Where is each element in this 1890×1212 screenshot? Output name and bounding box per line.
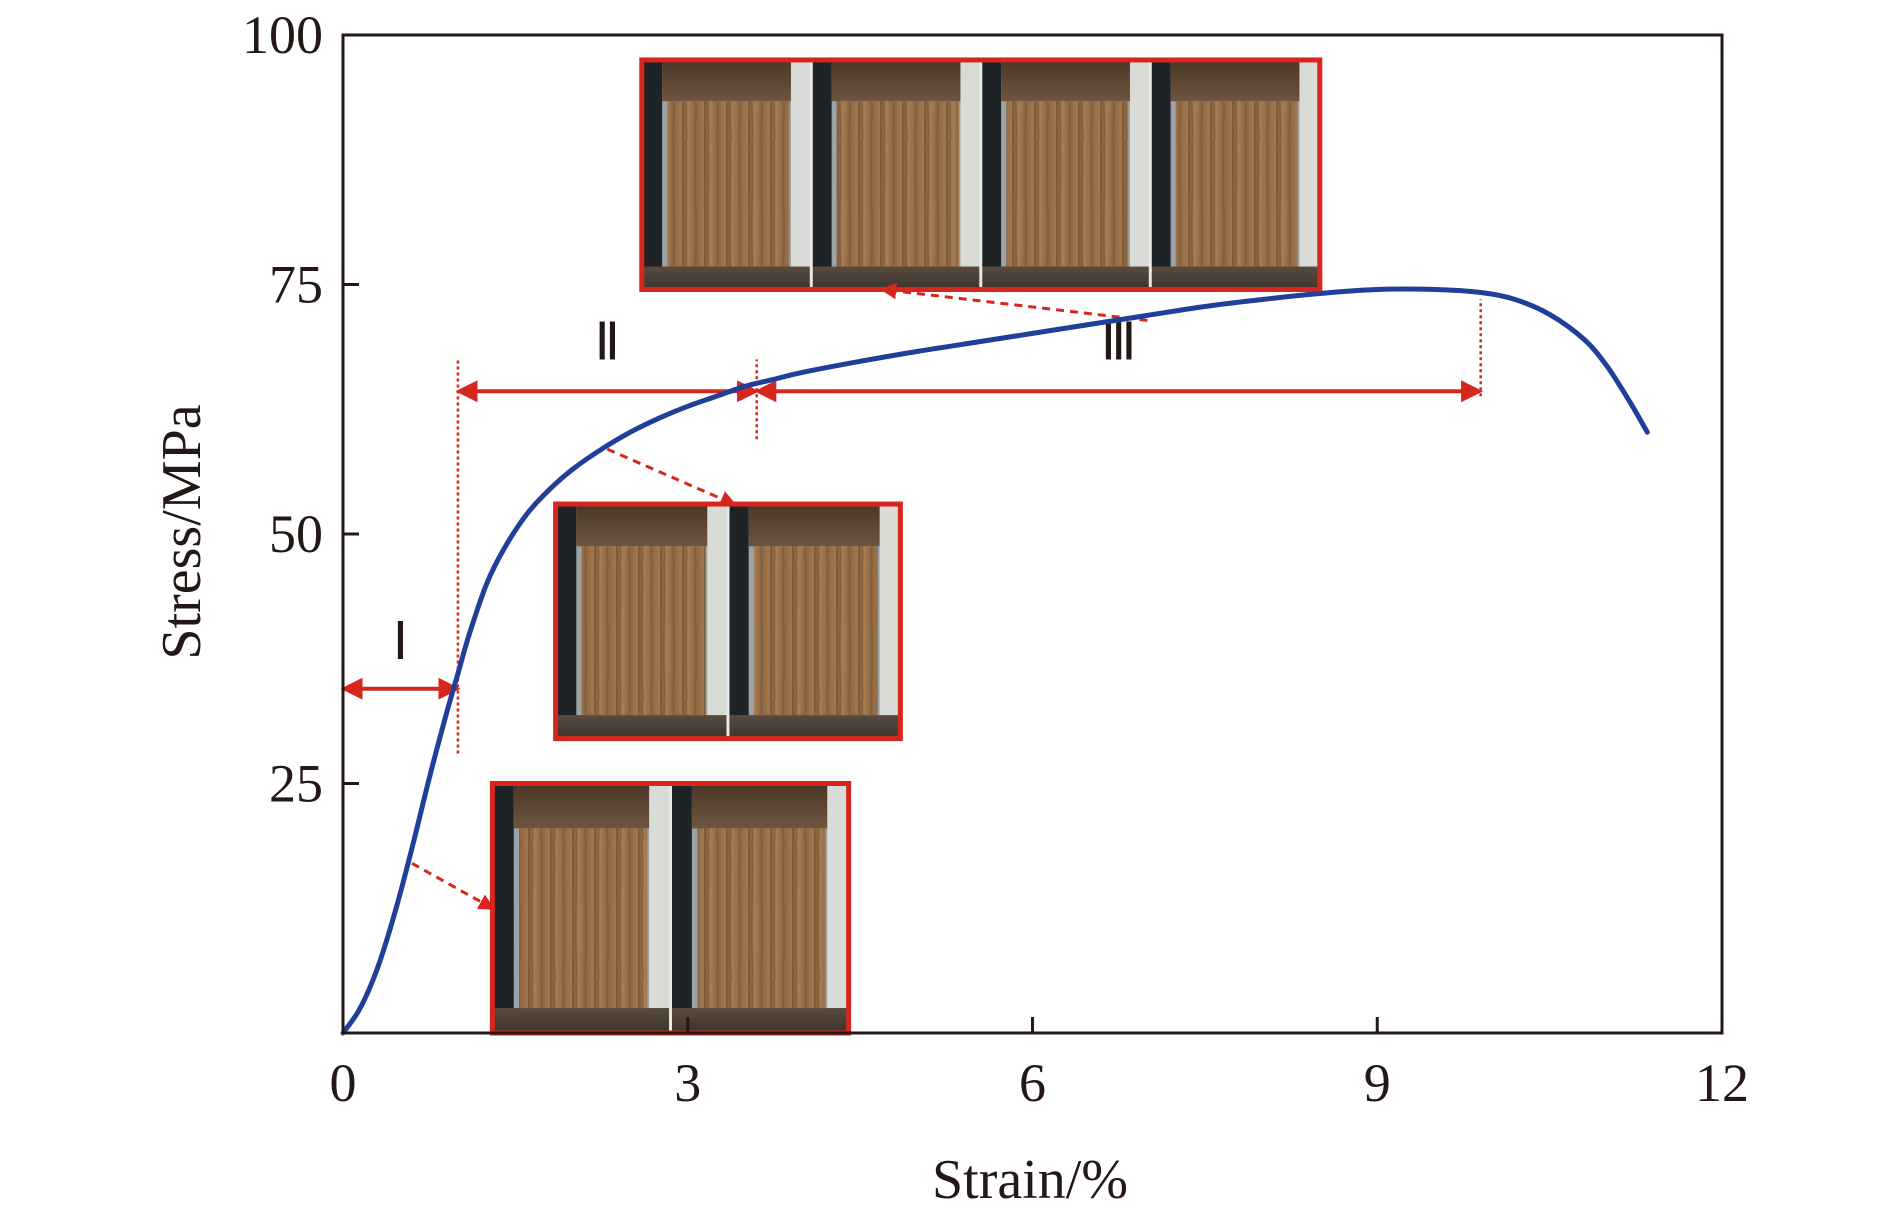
specimen-photo-frame bbox=[979, 59, 1151, 290]
wood-specimen bbox=[581, 546, 706, 716]
x-axis-title: Strain/% bbox=[932, 1149, 1128, 1211]
wood-specimen bbox=[1175, 101, 1298, 267]
specimen-photo-frame bbox=[809, 59, 981, 290]
inset-pointer-arrow bbox=[879, 282, 1148, 322]
inset-pointer-arrow bbox=[411, 862, 496, 910]
wood-specimen bbox=[753, 546, 878, 716]
inset-stage-2 bbox=[553, 501, 903, 742]
inset-border bbox=[639, 57, 1323, 292]
specimen-photo-insets bbox=[489, 57, 1323, 1036]
y-tick-label: 100 bbox=[242, 5, 323, 65]
x-tick-label: 3 bbox=[674, 1053, 701, 1113]
axis-ticks: 0 3 6 9 12 25 50 75 100 bbox=[242, 5, 1749, 1113]
inset-stage-3 bbox=[639, 57, 1323, 292]
y-tick-label: 25 bbox=[269, 754, 323, 814]
inset-pointer-arrow bbox=[606, 447, 737, 507]
region-annotations: ⅠⅡ Ⅲ bbox=[340, 282, 1484, 910]
x-tick-label: 6 bbox=[1019, 1053, 1046, 1113]
specimen-photo-frame bbox=[726, 504, 901, 739]
region-label: Ⅰ bbox=[393, 614, 408, 671]
y-tick-label: 75 bbox=[269, 255, 323, 315]
specimen-photo-frame bbox=[669, 783, 849, 1033]
x-tick-label: 0 bbox=[330, 1053, 357, 1113]
wood-specimen bbox=[697, 828, 826, 1009]
specimen-photo-frame bbox=[492, 783, 671, 1033]
x-tick-label: 12 bbox=[1695, 1053, 1749, 1113]
wood-specimen bbox=[1006, 101, 1129, 267]
region-label: Ⅱ bbox=[595, 314, 621, 371]
specimen-photo-frame bbox=[1148, 59, 1320, 290]
specimen-photo-frame bbox=[555, 504, 728, 739]
specimen-photo-frame bbox=[641, 59, 812, 290]
y-tick-label: 50 bbox=[269, 504, 323, 564]
y-axis-title: Stress/MPa bbox=[151, 404, 213, 659]
wood-specimen bbox=[836, 101, 959, 267]
inset-stage-1 bbox=[489, 781, 852, 1036]
stress-strain-curve bbox=[340, 286, 1650, 1036]
wood-specimen bbox=[667, 101, 790, 267]
x-tick-label: 9 bbox=[1364, 1053, 1391, 1113]
wood-specimen bbox=[519, 828, 648, 1009]
